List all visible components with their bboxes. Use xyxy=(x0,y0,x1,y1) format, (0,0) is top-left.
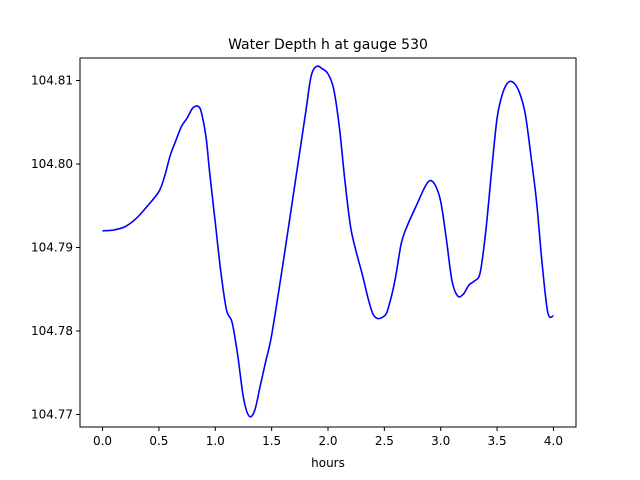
x-tick-label: 2.5 xyxy=(375,434,394,448)
x-tick-label: 1.0 xyxy=(206,434,225,448)
y-tick-label: 104.78 xyxy=(31,324,73,338)
x-axis: 0.0 0.5 1.0 1.5 2.0 2.5 3.0 3.5 4.0 xyxy=(93,427,563,448)
series-layer xyxy=(102,65,555,418)
x-tick-label: 3.0 xyxy=(431,434,450,448)
series-line xyxy=(102,65,555,418)
x-tick-label: 1.5 xyxy=(262,434,281,448)
x-tick-label: 4.0 xyxy=(544,434,563,448)
plot-area: 0.0 0.5 1.0 1.5 2.0 2.5 3.0 3.5 4.0 104.77 104.78… xyxy=(31,57,577,448)
x-axis-label: hours xyxy=(311,456,345,470)
x-tick-label: 0.0 xyxy=(93,434,112,448)
y-tick-label: 104.79 xyxy=(31,241,73,255)
x-tick-label: 0.5 xyxy=(149,434,168,448)
y-tick-label: 104.81 xyxy=(31,74,73,88)
y-tick-label: 104.77 xyxy=(31,407,73,421)
y-axis: 104.77 104.78 104.79 104.80 104.81 xyxy=(31,74,80,421)
x-tick-label: 3.5 xyxy=(488,434,507,448)
chart-title: Water Depth h at gauge 530 xyxy=(228,37,428,53)
x-tick-label: 2.0 xyxy=(318,434,337,448)
y-tick-label: 104.80 xyxy=(31,157,73,171)
